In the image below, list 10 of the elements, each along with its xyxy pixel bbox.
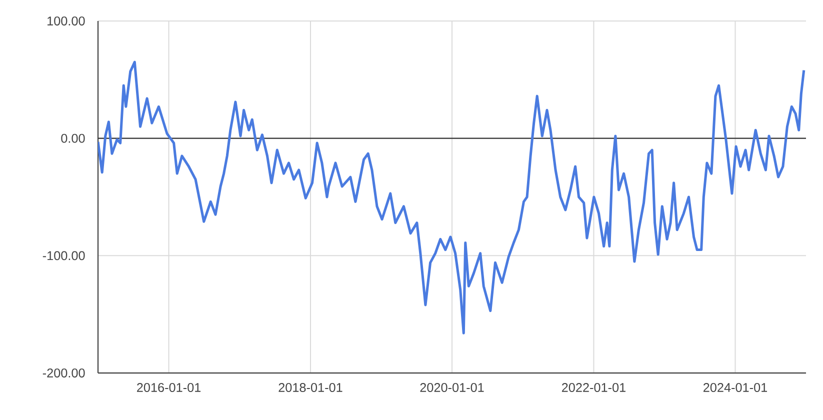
x-tick-label: 2018-01-01 (278, 383, 342, 392)
x-tick-label: 2016-01-01 (137, 383, 201, 392)
x-tick-label: 2020-01-01 (420, 383, 484, 392)
y-tick-label: -100.00 (42, 251, 85, 260)
y-tick-label: 0.00 (61, 134, 85, 143)
x-tick-label: 2024-01-01 (703, 383, 768, 392)
x-tick-label: 2022-01-01 (562, 383, 626, 392)
y-tick-label: 100.00 (48, 16, 85, 26)
y-tick-label: -200.00 (42, 368, 85, 378)
line-series (98, 60, 806, 334)
